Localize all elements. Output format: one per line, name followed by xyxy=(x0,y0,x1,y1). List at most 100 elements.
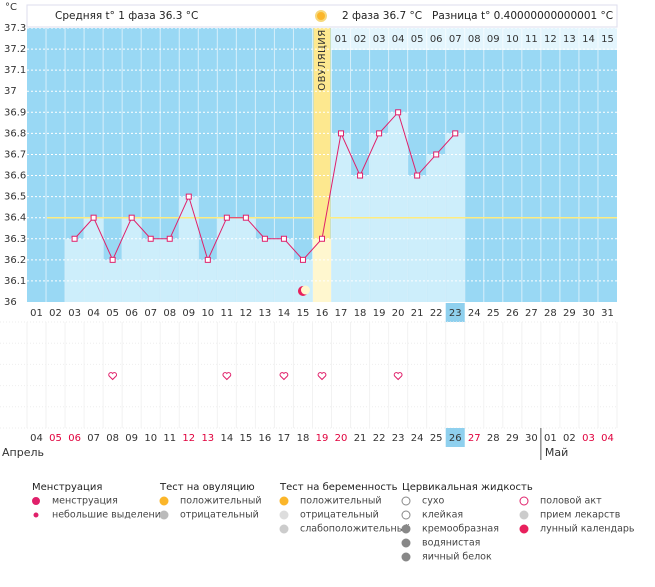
calendar-date: 15 xyxy=(240,433,253,444)
calendar-date: 04 xyxy=(30,433,43,444)
y-tick-label: 36.8 xyxy=(4,128,26,139)
day-label: 09 xyxy=(182,308,195,319)
temperature-bar xyxy=(255,238,274,302)
phase2-day: 03 xyxy=(373,34,386,45)
temperature-point xyxy=(452,130,459,137)
temperature-point xyxy=(71,235,78,242)
phase2-day: 07 xyxy=(449,34,462,45)
legend-icon xyxy=(401,552,411,562)
legend-item: отрицательный xyxy=(300,510,379,521)
calendar-date: 21 xyxy=(354,433,367,444)
phase2-day: 02 xyxy=(354,34,367,45)
calendar-today-highlight xyxy=(445,428,465,447)
day-label: 26 xyxy=(506,308,519,319)
y-tick-label: 36.6 xyxy=(4,171,26,182)
phase2-day: 14 xyxy=(582,34,595,45)
phase2-summary: 2 фаза 36.7 °C xyxy=(342,10,422,22)
calendar-date: 14 xyxy=(220,433,233,444)
temperature-point xyxy=(319,235,325,242)
legend-item: сухо xyxy=(422,496,444,507)
temperature-bar xyxy=(65,238,84,302)
ovulation-stripe xyxy=(313,28,331,302)
legend-icon xyxy=(159,510,169,520)
day-label: 10 xyxy=(201,308,214,319)
difference: Разница t° 0.40000000000001 °C xyxy=(432,10,613,22)
legend-item: водянистая xyxy=(422,538,480,549)
temperature-bar xyxy=(389,112,408,302)
y-tick-label: 36 xyxy=(4,297,17,308)
phase2-day: 04 xyxy=(392,34,405,45)
calendar-date: 08 xyxy=(106,433,119,444)
month-label: Апрель xyxy=(2,446,44,459)
temperature-bar xyxy=(427,154,446,302)
month-label: Май xyxy=(545,446,568,459)
legend-item: яичный белок xyxy=(422,552,492,563)
legend-title: Менструация xyxy=(32,482,102,493)
temperature-point xyxy=(166,235,173,242)
calendar-date: 29 xyxy=(506,433,519,444)
day-label: 18 xyxy=(354,308,367,319)
phase2-day: 13 xyxy=(563,34,576,45)
legend-item: кремообразная xyxy=(422,524,499,535)
day-label: 04 xyxy=(87,308,100,319)
day-label: 11 xyxy=(220,308,233,319)
ovulation-label: ОВУЛЯЦИЯ xyxy=(317,29,328,91)
calendar-date: 27 xyxy=(468,433,481,444)
calendar-date: 20 xyxy=(335,433,348,444)
calendar-date: 22 xyxy=(373,433,386,444)
legend-icon xyxy=(159,496,169,506)
legend-item: положительный xyxy=(180,496,262,507)
y-tick-label: 36.5 xyxy=(4,192,26,203)
y-tick-label: 36.9 xyxy=(4,107,26,118)
calendar-date: 28 xyxy=(487,433,500,444)
calendar-date: 02 xyxy=(563,433,576,444)
calendar-date: 16 xyxy=(259,433,272,444)
calendar-date: 03 xyxy=(582,433,595,444)
day-label: 29 xyxy=(563,308,576,319)
day-label: 20 xyxy=(392,308,405,319)
calendar-date: 01 xyxy=(544,433,557,444)
legend-icon xyxy=(401,496,411,506)
legend-item: клейкая xyxy=(422,510,463,521)
legend-item: прием лекарств xyxy=(540,510,621,521)
phase1-summary: Средняя t° 1 фаза 36.3 °C xyxy=(55,10,198,22)
day-label: 30 xyxy=(582,308,595,319)
y-tick-label: 37.1 xyxy=(4,65,26,76)
day-label: 06 xyxy=(125,308,138,319)
day-label: 24 xyxy=(468,308,481,319)
y-tick-label: 36.3 xyxy=(4,234,26,245)
legend-icon xyxy=(279,510,289,520)
legend-title: Тест на беременность xyxy=(279,482,398,493)
calendar-date: 10 xyxy=(144,433,157,444)
legend-icon xyxy=(279,524,289,534)
temperature-point xyxy=(204,256,211,263)
y-tick-label: 36.2 xyxy=(4,255,26,266)
temperature-bar xyxy=(160,238,179,302)
calendar-date: 18 xyxy=(297,433,310,444)
temperature-point xyxy=(185,193,192,200)
calendar-date: 26 xyxy=(449,433,462,444)
day-label: 16 xyxy=(316,308,329,319)
day-label: 13 xyxy=(259,308,272,319)
day-label: 25 xyxy=(487,308,500,319)
legend-title: Тест на овуляцию xyxy=(159,482,255,493)
calendar-date: 17 xyxy=(278,433,291,444)
day-label: 02 xyxy=(49,308,62,319)
legend-item: слабоположительный xyxy=(300,524,410,535)
legend-icon xyxy=(519,496,529,506)
calendar-date: 06 xyxy=(68,433,81,444)
calendar-date: 13 xyxy=(201,433,214,444)
calendar-date: 25 xyxy=(430,433,443,444)
legend-item: положительный xyxy=(300,496,382,507)
temperature-bar xyxy=(312,238,332,302)
calendar-date: 04 xyxy=(601,433,614,444)
legend-icon xyxy=(279,496,289,506)
phase2-day: 12 xyxy=(544,34,557,45)
calendar-date: 05 xyxy=(49,433,62,444)
ovulation-icon xyxy=(315,10,327,22)
temperature-point xyxy=(242,214,249,221)
phase2-day: 06 xyxy=(430,34,443,45)
calendar-date: 30 xyxy=(525,433,538,444)
phase2-day: 15 xyxy=(601,34,614,45)
